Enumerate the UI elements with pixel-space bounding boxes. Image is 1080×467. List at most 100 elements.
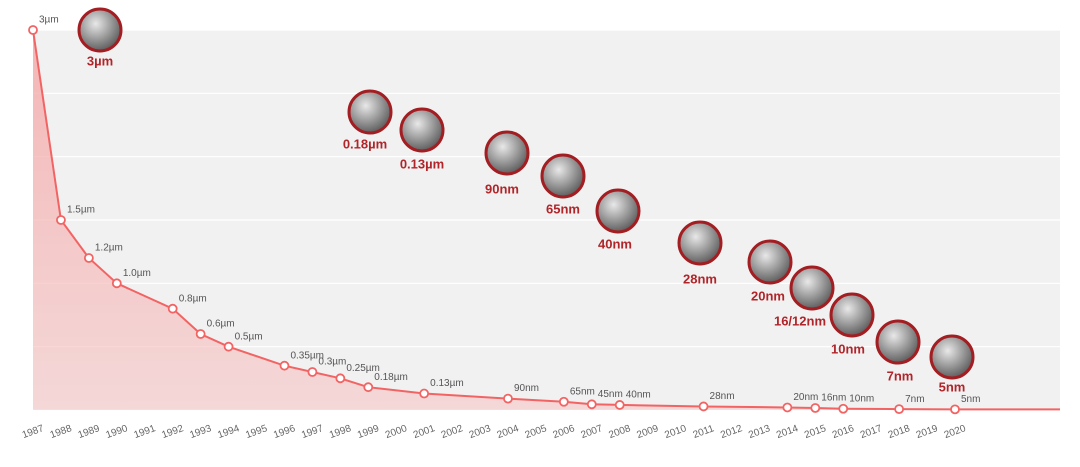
badge-label: 40nm xyxy=(598,236,632,251)
value-label: 45nm xyxy=(598,389,623,400)
badge-image xyxy=(677,220,723,266)
point xyxy=(279,360,290,371)
x-tick-label: 2016 xyxy=(831,423,856,441)
x-tick-label: 2001 xyxy=(412,423,437,441)
badge-image xyxy=(929,334,975,380)
x-tick-label: 2004 xyxy=(496,423,521,441)
x-tick-label: 1995 xyxy=(244,423,269,441)
point xyxy=(111,278,122,289)
point xyxy=(307,367,318,377)
value-label: 0.5µm xyxy=(235,331,263,342)
x-tick-label: 2020 xyxy=(943,423,968,441)
x-tick-label: 2002 xyxy=(440,423,465,441)
x-tick-label: 2003 xyxy=(468,423,493,441)
badge-label: 20nm xyxy=(751,288,785,303)
x-tick-label: 1992 xyxy=(160,423,185,441)
point xyxy=(335,373,346,384)
point xyxy=(56,215,66,225)
value-label: 10nm xyxy=(849,393,874,404)
point xyxy=(698,401,709,412)
x-tick-label: 2013 xyxy=(747,423,772,441)
value-label: 0.6µm xyxy=(207,319,235,330)
value-label: 0.35µm xyxy=(290,350,324,361)
point xyxy=(950,404,960,415)
value-label: 40nm xyxy=(626,390,651,401)
x-tick-label: 1997 xyxy=(300,423,325,441)
point xyxy=(894,404,905,415)
value-label: 7nm xyxy=(905,394,924,405)
point xyxy=(419,388,430,399)
badge-image xyxy=(829,292,875,338)
badge-image xyxy=(399,107,445,153)
badge-label: 28nm xyxy=(683,271,717,286)
x-tick-label: 1987 xyxy=(21,423,46,441)
badge-image xyxy=(484,130,530,176)
badge-label: 90nm xyxy=(485,181,519,196)
badge-label: 0.18µm xyxy=(343,136,387,151)
point xyxy=(810,403,821,413)
point xyxy=(614,400,625,410)
value-label: 5nm xyxy=(961,394,980,405)
badge-label: 5nm xyxy=(939,379,966,394)
badge-image xyxy=(347,89,393,135)
x-tick-label: 2017 xyxy=(859,423,884,441)
value-label: 65nm xyxy=(570,386,595,397)
x-tick-label: 1989 xyxy=(77,423,102,441)
value-label: 0.8µm xyxy=(179,293,207,304)
x-tick-label: 2006 xyxy=(552,423,577,441)
point xyxy=(586,399,597,410)
point xyxy=(28,25,38,35)
x-tick-label: 2014 xyxy=(775,423,800,441)
x-tick-label: 2008 xyxy=(607,423,632,441)
x-tick-label: 2005 xyxy=(524,423,549,441)
point xyxy=(838,403,849,414)
x-tick-label: 2012 xyxy=(719,423,744,441)
value-label: 0.18µm xyxy=(374,372,408,383)
x-tick-label: 2007 xyxy=(580,423,605,441)
x-tick-label: 2011 xyxy=(692,423,716,441)
point xyxy=(195,329,206,339)
badge-image xyxy=(875,319,921,365)
badge-label: 16/12nm xyxy=(774,313,826,328)
value-label: 16nm xyxy=(821,393,846,404)
badge-image xyxy=(540,153,586,199)
point xyxy=(83,253,94,263)
x-tick-label: 2018 xyxy=(887,423,912,441)
badge-label: 7nm xyxy=(887,368,914,383)
area xyxy=(33,30,1060,410)
x-tick-label: 1990 xyxy=(105,423,130,441)
badge-label: 0.13µm xyxy=(400,156,444,171)
value-label: 20nm xyxy=(793,392,818,403)
value-label: 1.5µm xyxy=(67,205,95,216)
badge-label: 65nm xyxy=(546,201,580,216)
point xyxy=(782,402,793,413)
value-label: 1.2µm xyxy=(95,243,123,254)
x-tick-label: 1999 xyxy=(356,423,381,441)
badge-label: 10nm xyxy=(831,341,865,356)
badge-image xyxy=(77,7,123,53)
x-tick-label: 1994 xyxy=(216,423,241,441)
point xyxy=(167,303,178,314)
x-tick-label: 1991 xyxy=(132,423,157,441)
badge-image xyxy=(595,188,641,234)
x-tick-label: 2000 xyxy=(384,423,409,441)
value-label: 0.3µm xyxy=(318,357,346,368)
value-label: 0.13µm xyxy=(430,378,464,389)
x-tick-label: 2010 xyxy=(663,423,688,441)
point xyxy=(558,396,569,407)
x-tick-label: 1996 xyxy=(272,423,297,441)
value-label: 3µm xyxy=(39,15,59,26)
badge-label: 3µm xyxy=(87,53,113,68)
value-label: 1.0µm xyxy=(123,268,151,279)
x-tick-label: 1998 xyxy=(328,423,353,441)
x-tick-label: 2009 xyxy=(635,423,660,441)
x-tick-label: 1993 xyxy=(188,423,213,441)
point xyxy=(503,393,513,404)
value-label: 28nm xyxy=(710,391,735,402)
point xyxy=(223,341,234,352)
value-label: 90nm xyxy=(514,383,539,394)
badge-image xyxy=(789,265,835,311)
x-tick-label: 2019 xyxy=(915,423,940,441)
